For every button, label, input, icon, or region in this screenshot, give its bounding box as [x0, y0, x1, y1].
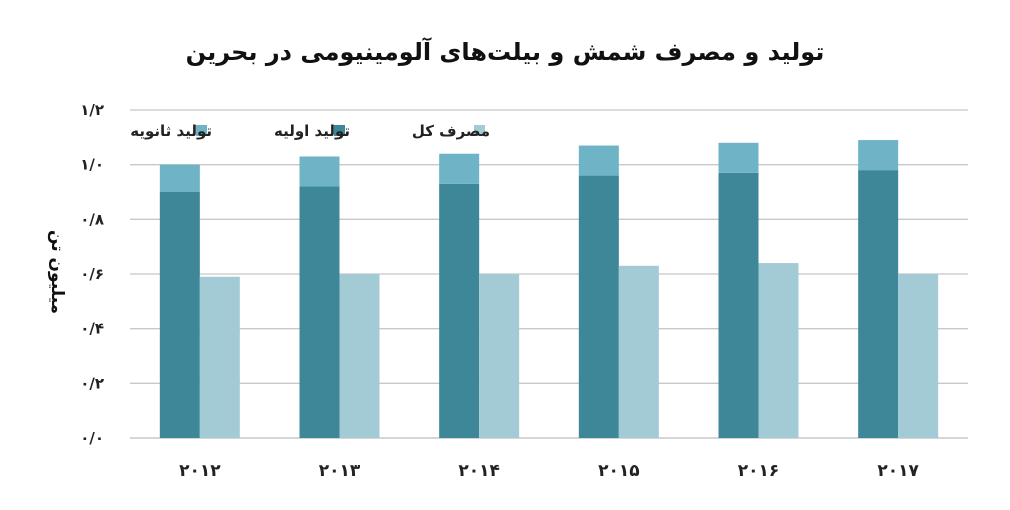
- bar-secondary-production: [858, 140, 899, 171]
- bar-secondary-production: [159, 164, 200, 192]
- bar-total-consumption: [199, 276, 240, 438]
- legend-label: مصرف کل: [412, 122, 490, 140]
- legend: تولید ثانویه تولید اولیه مصرف کل: [130, 122, 490, 140]
- bar-primary-production: [299, 186, 340, 438]
- grid-lines: [130, 109, 968, 439]
- bars: [159, 140, 939, 438]
- bar-secondary-production: [299, 156, 340, 187]
- bar-total-consumption: [618, 265, 659, 438]
- legend-swatch: [474, 125, 485, 136]
- bar-total-consumption: [479, 274, 520, 438]
- y-tick-label: ۰/۲: [80, 374, 104, 392]
- bar-total-consumption: [898, 274, 939, 438]
- x-category-label: ۲۰۱۶: [738, 461, 780, 481]
- y-tick-label: ۰/۰: [80, 429, 104, 447]
- legend-swatch: [334, 125, 345, 136]
- bar-primary-production: [578, 175, 619, 438]
- x-category-label: ۲۰۱۳: [319, 461, 361, 481]
- x-category-label: ۲۰۱۴: [458, 461, 500, 481]
- bar-secondary-production: [578, 145, 619, 176]
- bar-total-consumption: [339, 274, 380, 438]
- y-tick-label: ۰/۴: [80, 320, 104, 338]
- y-tick-label: ۰/۸: [80, 210, 104, 228]
- bar-primary-production: [159, 192, 200, 438]
- chart-title: تولید و مصرف شمش و بیلت‌های آلومینیومی د…: [185, 38, 825, 66]
- bar-total-consumption: [758, 263, 799, 438]
- bar-secondary-production: [439, 153, 480, 184]
- x-category-label: ۲۰۱۷: [877, 461, 919, 481]
- bar-primary-production: [718, 172, 759, 438]
- bar-primary-production: [858, 170, 899, 438]
- legend-label: تولید ثانویه: [130, 122, 212, 140]
- y-tick-label: ۰/۶: [80, 265, 104, 283]
- y-axis-label: میلیون تن: [47, 230, 67, 314]
- y-tick-label: ۱/۲: [80, 101, 104, 119]
- bar-primary-production: [439, 183, 480, 438]
- legend-label: تولید اولیه: [274, 122, 350, 140]
- legend-swatch: [196, 125, 207, 136]
- x-category-label: ۲۰۱۵: [598, 461, 640, 481]
- y-tick-label: ۱/۰: [80, 156, 104, 174]
- x-category-label: ۲۰۱۲: [179, 461, 221, 481]
- y-axis-ticks: ۰/۰ ۰/۲ ۰/۴ ۰/۶ ۰/۸ ۱/۰ ۱/۲: [80, 101, 104, 447]
- x-axis-categories: ۲۰۱۲ ۲۰۱۳ ۲۰۱۴ ۲۰۱۵ ۲۰۱۶ ۲۰۱۷: [179, 461, 919, 481]
- bar-secondary-production: [718, 142, 759, 173]
